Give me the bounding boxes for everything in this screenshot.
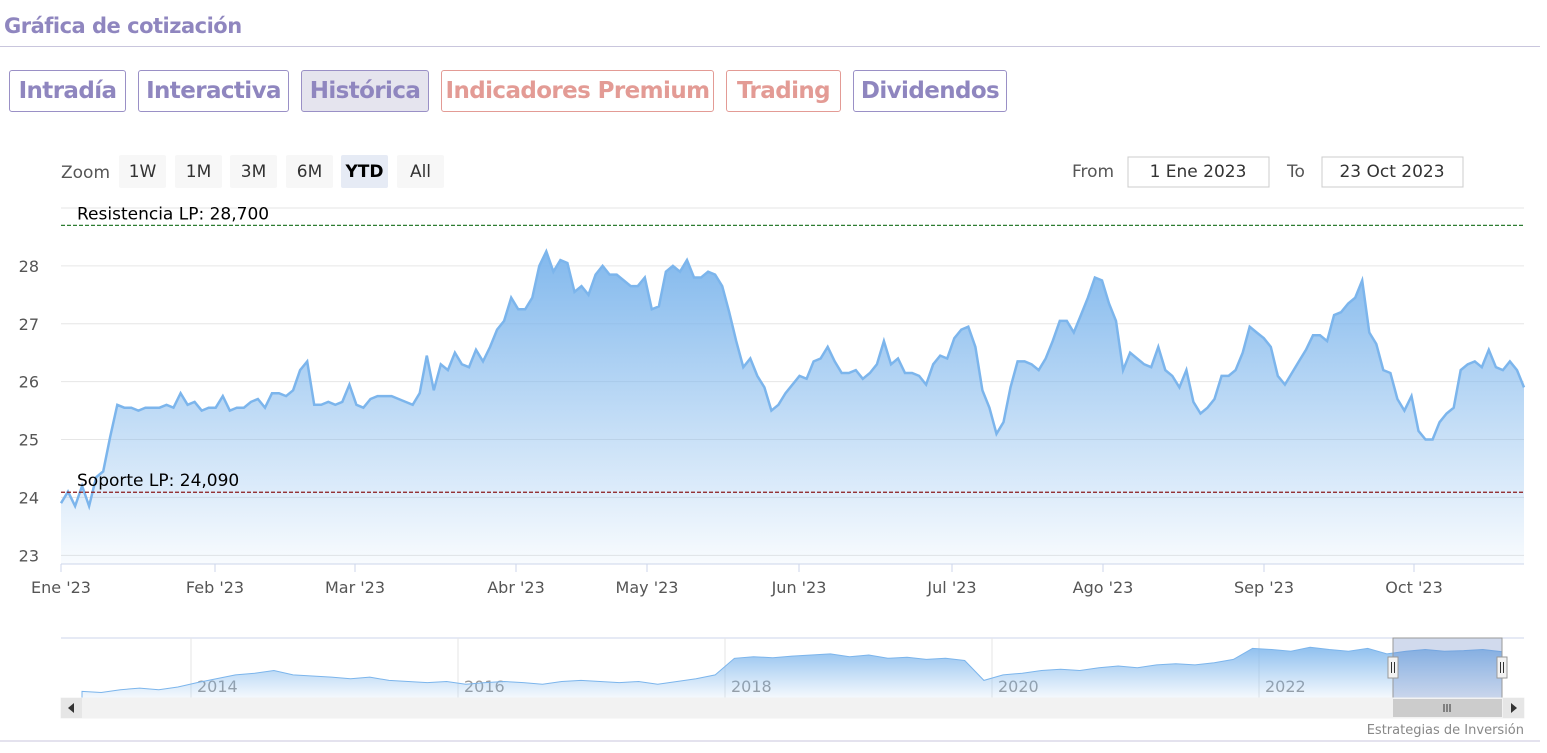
range-selector: Zoom 1W 1M 3M 6M YTD All From 1 Ene 2023 To 2… <box>61 155 1464 188</box>
support-label: Soporte LP: 24,090 <box>77 471 239 491</box>
navigator-handle-left[interactable] <box>1387 656 1399 679</box>
arrow-left-icon <box>68 703 74 713</box>
y-tick-label: 23 <box>19 546 39 565</box>
scrollbar-track[interactable] <box>60 697 1525 719</box>
plot-lines: Resistencia LP: 28,700 Soporte LP: 24,090 <box>61 204 1524 493</box>
y-axis: 23 24 25 26 27 28 <box>19 257 39 565</box>
from-date-value: 1 Ene 2023 <box>1150 162 1247 182</box>
tab-indicadores-premium[interactable]: Indicadores Premium <box>441 70 714 112</box>
x-tick-label: Sep '23 <box>1234 578 1294 597</box>
y-tick-label: 26 <box>19 373 39 392</box>
tab-intradia[interactable]: Intradía <box>9 70 126 112</box>
zoom-button-label: 1W <box>129 162 157 182</box>
navigator: 20142016201820202022 <box>60 637 1525 719</box>
zoom-button-ytd[interactable]: YTD <box>341 155 388 188</box>
x-tick-label: Ago '23 <box>1073 578 1134 597</box>
zoom-button-label: YTD <box>344 162 383 182</box>
navigator-selected-range[interactable] <box>1392 637 1503 699</box>
y-tick-label: 24 <box>19 488 39 507</box>
zoom-button-label: 6M <box>297 162 322 182</box>
resistance-label: Resistencia LP: 28,700 <box>77 204 269 224</box>
price-line <box>59 248 1526 511</box>
zoom-button-all[interactable]: All <box>397 155 444 188</box>
zoom-button-6m[interactable]: 6M <box>286 155 333 188</box>
x-tick-label: Jun '23 <box>771 578 827 597</box>
x-tick-label: Mar '23 <box>325 578 385 597</box>
x-tick-label: Ene '23 <box>31 578 91 597</box>
tab-historica[interactable]: Histórica <box>301 70 429 112</box>
zoom-button-3m[interactable]: 3M <box>230 155 277 188</box>
tab-dividendos[interactable]: Dividendos <box>853 70 1007 112</box>
zoom-button-label: 3M <box>241 162 266 182</box>
zoom-button-1w[interactable]: 1W <box>119 155 166 188</box>
to-label: To <box>1286 162 1305 182</box>
x-tick-label: May '23 <box>616 578 679 597</box>
zoom-button-label: All <box>410 162 431 182</box>
zoom-button-label: 1M <box>186 162 211 182</box>
tab-interactiva[interactable]: Interactiva <box>138 70 289 112</box>
page-title: Gráfica de cotización <box>4 14 242 38</box>
credits: Estrategias de Inversión <box>1367 723 1524 738</box>
price-area <box>61 251 1524 564</box>
x-tick-label: Jul '23 <box>926 578 976 597</box>
y-tick-label: 28 <box>19 257 39 276</box>
to-date-input[interactable] <box>1321 156 1464 188</box>
from-date-input[interactable] <box>1127 156 1270 188</box>
x-tick-label: Abr '23 <box>487 578 545 597</box>
x-tick-label: Oct '23 <box>1385 578 1443 597</box>
to-date-value: 23 Oct 2023 <box>1339 162 1444 182</box>
zoom-button-1m[interactable]: 1M <box>175 155 222 188</box>
scrollbar-grip-icon <box>1443 704 1451 712</box>
zoom-label: Zoom <box>61 163 110 183</box>
x-axis: Ene '23 Feb '23 Mar '23 Abr '23 May '23 Jun '… <box>31 563 1524 597</box>
navigator-handle-right[interactable] <box>1496 656 1508 679</box>
title-divider <box>0 46 1540 47</box>
tab-trading[interactable]: Trading <box>726 70 841 112</box>
y-tick-label: 27 <box>19 315 39 334</box>
from-label: From <box>1072 162 1114 182</box>
x-tick-label: Feb '23 <box>186 578 244 597</box>
y-tick-label: 25 <box>19 431 39 450</box>
arrow-right-icon <box>1511 703 1517 713</box>
